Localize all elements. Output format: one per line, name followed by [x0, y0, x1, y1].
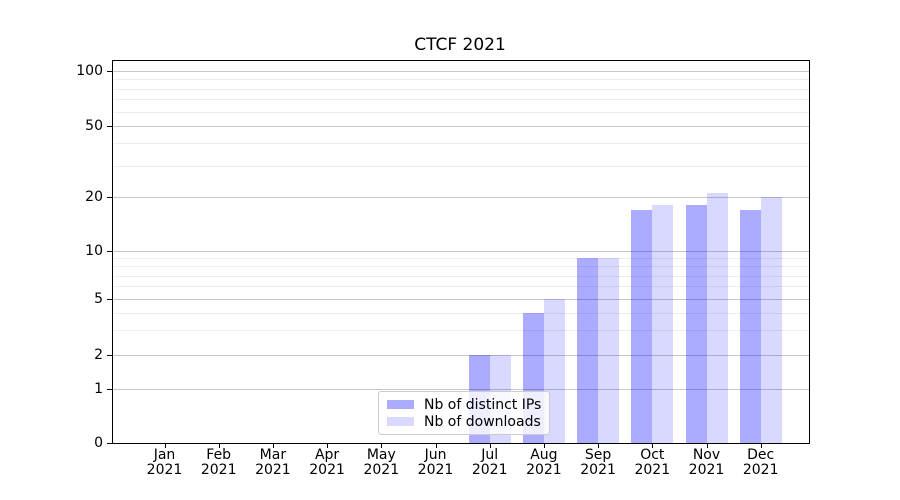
gridline-y-9	[113, 258, 809, 260]
legend-label-distinct-ips: Nb of distinct IPs	[424, 396, 542, 413]
x-tick-label-apr: Apr 2021	[309, 447, 345, 478]
plot-area: Nb of distinct IPs Nb of downloads	[112, 60, 810, 444]
gridline-y-4	[113, 312, 809, 314]
y-tick-label-50: 50	[85, 118, 103, 134]
x-tick-oct	[652, 444, 654, 448]
gridline-y-80	[113, 88, 809, 90]
bar-downloads-oct	[652, 205, 674, 443]
x-tick-mar	[272, 444, 274, 448]
legend-swatch-distinct-ips	[387, 400, 414, 409]
y-tick-label-10: 10	[85, 243, 103, 259]
y-tick-label-5: 5	[94, 291, 103, 307]
gridline-y-20	[113, 197, 809, 198]
gridline-y-50	[113, 126, 809, 127]
gridline-y-7	[113, 275, 809, 277]
x-tick-jun	[435, 444, 437, 448]
x-tick-label-jun: Jun 2021	[417, 447, 454, 478]
y-tick-label-20: 20	[85, 189, 103, 205]
x-tick-aug	[543, 444, 545, 448]
x-tick-dec	[760, 444, 762, 448]
gridline-y-6	[113, 286, 809, 288]
x-tick-label-may: May 2021	[363, 447, 400, 478]
y-tick-1	[107, 389, 112, 390]
gridline-y-10	[113, 251, 809, 252]
bar-downloads-nov	[706, 193, 728, 443]
x-tick-label-nov: Nov 2021	[688, 447, 725, 478]
chart-title: CTCF 2021	[414, 35, 506, 55]
y-tick-label-100: 100	[76, 63, 103, 79]
x-tick-label-sep: Sep 2021	[580, 447, 616, 478]
x-tick-may	[381, 444, 383, 448]
x-tick-label-oct: Oct 2021	[634, 447, 671, 478]
y-tick-50	[107, 126, 112, 127]
x-tick-label-jan: Jan 2021	[146, 447, 183, 478]
x-tick-jul	[489, 444, 491, 448]
legend-label-downloads: Nb of downloads	[424, 413, 541, 430]
x-tick-label-feb: Feb 2021	[200, 447, 237, 478]
y-tick-2	[107, 355, 112, 356]
gridline-y-90	[113, 79, 809, 81]
x-tick-label-mar: Mar 2021	[255, 447, 291, 478]
y-tick-20	[107, 197, 112, 198]
gridline-y-30	[113, 165, 809, 167]
legend-entry-downloads: Nb of downloads	[387, 413, 541, 430]
y-tick-5	[107, 299, 112, 300]
gridline-y-40	[113, 143, 809, 145]
y-tick-label-1: 1	[94, 381, 103, 397]
y-tick-0	[107, 443, 112, 444]
x-tick-label-aug: Aug 2021	[526, 447, 562, 478]
legend: Nb of distinct IPs Nb of downloads	[378, 391, 551, 435]
gridline-y-70	[113, 99, 809, 101]
bar-ips-dec	[739, 209, 761, 443]
x-tick-label-dec: Dec 2021	[742, 447, 779, 478]
x-tick-feb	[218, 444, 220, 448]
gridline-y-5	[113, 299, 809, 300]
y-tick-10	[107, 251, 112, 252]
gridline-y-3	[113, 330, 809, 332]
gridline-y-8	[113, 266, 809, 268]
bar-downloads-dec	[760, 197, 782, 443]
y-tick-100	[107, 71, 112, 72]
legend-entry-distinct-ips: Nb of distinct IPs	[387, 396, 541, 413]
x-tick-label-jul: Jul 2021	[471, 447, 508, 478]
x-tick-apr	[327, 444, 329, 448]
bar-downloads-sep	[598, 258, 620, 443]
legend-swatch-downloads	[387, 417, 414, 426]
gridline-y-60	[113, 111, 809, 113]
bar-ips-nov	[685, 205, 707, 443]
x-tick-nov	[706, 444, 708, 448]
gridline-y-1	[113, 389, 809, 390]
y-tick-label-2: 2	[94, 347, 103, 363]
x-tick-jan	[164, 444, 166, 448]
x-tick-sep	[598, 444, 600, 448]
bar-ips-oct	[631, 209, 653, 443]
y-tick-label-0: 0	[94, 435, 103, 451]
gridline-y-2	[113, 355, 809, 356]
gridline-y-100	[113, 71, 809, 72]
bar-ips-sep	[577, 258, 599, 443]
